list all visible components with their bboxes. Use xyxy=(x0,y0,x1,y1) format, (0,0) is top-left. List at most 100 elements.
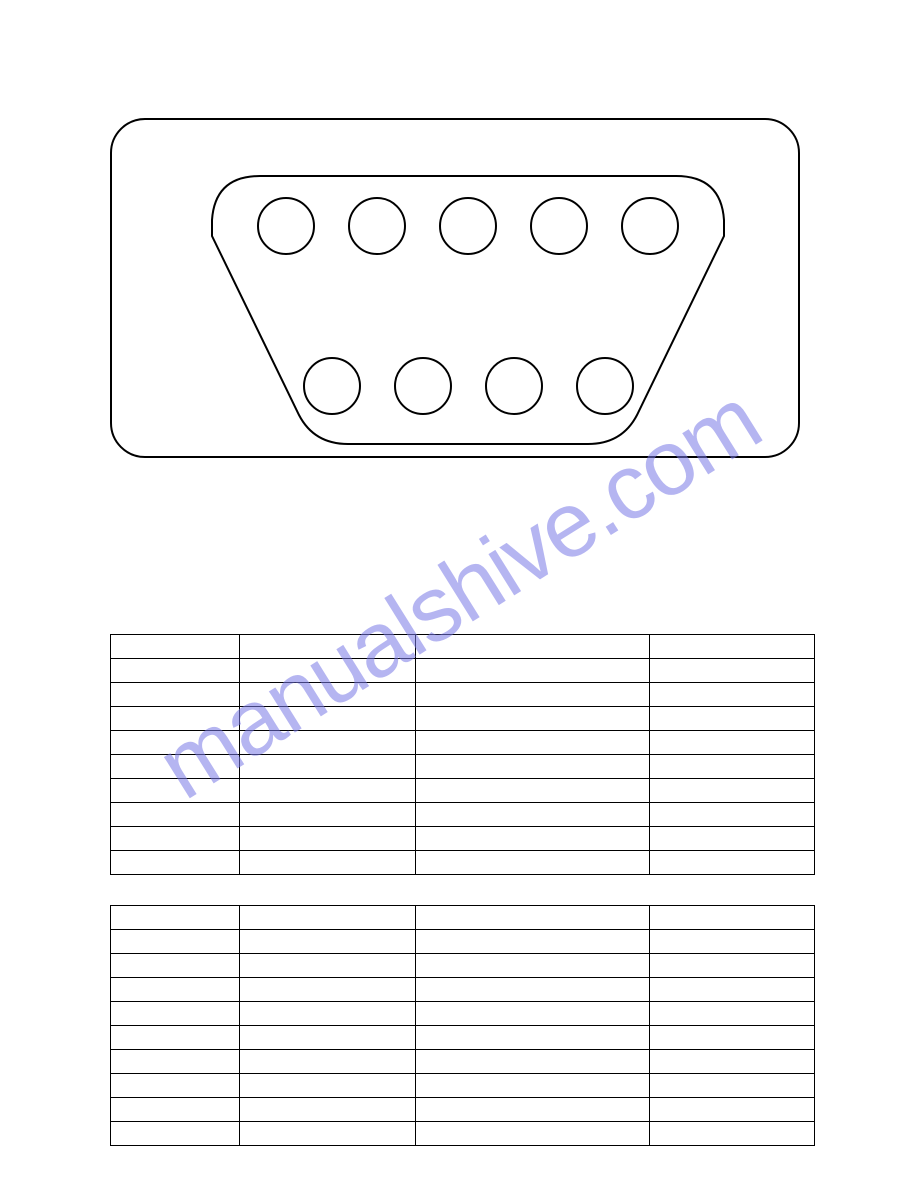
table-row xyxy=(111,1002,815,1026)
table-row xyxy=(111,731,815,755)
cell xyxy=(239,755,415,779)
cell xyxy=(650,1026,815,1050)
cell xyxy=(415,930,649,954)
table-row xyxy=(111,851,815,875)
cell xyxy=(650,779,815,803)
cell xyxy=(239,1098,415,1122)
cell xyxy=(650,1122,815,1146)
cell xyxy=(415,1002,649,1026)
table-row xyxy=(111,827,815,851)
cell xyxy=(650,954,815,978)
cell xyxy=(239,779,415,803)
table-row xyxy=(111,954,815,978)
pin-8 xyxy=(486,358,542,414)
cell xyxy=(111,1026,240,1050)
cell xyxy=(415,803,649,827)
table-row xyxy=(111,978,815,1002)
cell xyxy=(111,1122,240,1146)
page: manualshive.com xyxy=(0,0,918,1188)
cell xyxy=(111,731,240,755)
table-row xyxy=(111,1050,815,1074)
cell xyxy=(415,731,649,755)
pin-7 xyxy=(395,358,451,414)
cell xyxy=(415,779,649,803)
cell xyxy=(650,1002,815,1026)
cell xyxy=(415,755,649,779)
table-1 xyxy=(110,634,815,875)
cell xyxy=(650,1050,815,1074)
pin-6 xyxy=(304,358,360,414)
cell xyxy=(415,978,649,1002)
connector-diagram xyxy=(110,118,800,458)
pin-4 xyxy=(531,198,587,254)
cell xyxy=(415,1026,649,1050)
table-row xyxy=(111,1074,815,1098)
cell xyxy=(111,755,240,779)
connector-outer-shell xyxy=(111,119,799,457)
cell xyxy=(415,954,649,978)
cell xyxy=(415,906,649,930)
cell xyxy=(239,851,415,875)
table-row xyxy=(111,779,815,803)
table-row xyxy=(111,1122,815,1146)
cell xyxy=(415,683,649,707)
cell xyxy=(111,1098,240,1122)
cell xyxy=(111,779,240,803)
connector-inner-shell xyxy=(212,176,724,444)
table-row xyxy=(111,659,815,683)
cell xyxy=(239,707,415,731)
cell xyxy=(239,1026,415,1050)
cell xyxy=(111,906,240,930)
cell xyxy=(239,954,415,978)
cell xyxy=(111,803,240,827)
cell xyxy=(650,707,815,731)
pin-9 xyxy=(577,358,633,414)
cell xyxy=(111,1050,240,1074)
pin-5 xyxy=(622,198,678,254)
cell xyxy=(111,827,240,851)
cell xyxy=(239,683,415,707)
cell xyxy=(111,851,240,875)
cell xyxy=(650,906,815,930)
table-row xyxy=(111,707,815,731)
cell xyxy=(415,851,649,875)
cell xyxy=(650,659,815,683)
cell xyxy=(111,635,240,659)
cell xyxy=(650,851,815,875)
cell xyxy=(415,1074,649,1098)
cell xyxy=(650,1074,815,1098)
cell xyxy=(111,683,240,707)
cell xyxy=(239,930,415,954)
cell xyxy=(650,827,815,851)
cell xyxy=(650,635,815,659)
cell xyxy=(239,1074,415,1098)
cell xyxy=(650,1098,815,1122)
cell xyxy=(111,978,240,1002)
table-row xyxy=(111,930,815,954)
cell xyxy=(239,635,415,659)
cell xyxy=(415,827,649,851)
table-row xyxy=(111,803,815,827)
cell xyxy=(415,1050,649,1074)
cell xyxy=(111,1074,240,1098)
cell xyxy=(415,1098,649,1122)
table-row xyxy=(111,755,815,779)
table-row xyxy=(111,906,815,930)
cell xyxy=(239,1050,415,1074)
pin-3 xyxy=(440,198,496,254)
cell xyxy=(239,978,415,1002)
cell xyxy=(111,707,240,731)
cell xyxy=(111,659,240,683)
cell xyxy=(239,1122,415,1146)
table-2 xyxy=(110,905,815,1146)
cell xyxy=(650,978,815,1002)
tables-container xyxy=(110,634,815,1146)
cell xyxy=(111,1002,240,1026)
cell xyxy=(650,731,815,755)
cell xyxy=(111,954,240,978)
cell xyxy=(650,683,815,707)
cell xyxy=(239,827,415,851)
cell xyxy=(239,1002,415,1026)
table-row xyxy=(111,683,815,707)
table-row xyxy=(111,1026,815,1050)
